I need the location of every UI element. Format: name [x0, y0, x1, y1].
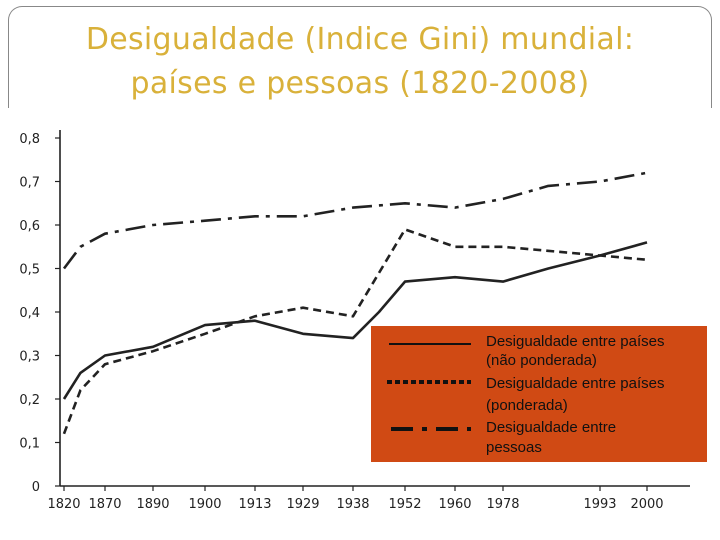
y-tick-label: 0,3	[19, 350, 40, 365]
y-tick-label: 0,6	[19, 219, 40, 234]
x-tick-label: 1938	[336, 497, 369, 512]
series-line-pessoas	[62, 171, 648, 270]
legend-label-paises-nao-ponderada-2: (não ponderada)	[486, 352, 597, 369]
series-lines	[62, 171, 648, 435]
x-tick-label: 1952	[388, 497, 421, 512]
y-tick-label: 0,5	[19, 263, 40, 278]
x-tick-label: 1870	[88, 497, 121, 512]
y-axis: 0 0,1 0,2 0,3 0,4 0,5 0,6 0,7 0,8	[19, 130, 61, 495]
gini-line-chart: 0 0,1 0,2 0,3 0,4 0,5 0,6 0,7 0,8 1820 1870 1890 19…	[19, 130, 690, 512]
slide-title-frame	[8, 6, 712, 108]
series-line-paises-nao-ponderada	[62, 241, 648, 400]
x-tick-label: 1929	[286, 497, 319, 512]
x-tick-label: 1820	[47, 497, 80, 512]
x-tick-label: 1900	[188, 497, 221, 512]
x-tick-label: 2000	[630, 497, 663, 512]
y-tick-label: 0,2	[19, 393, 40, 408]
x-axis: 1820 1870 1890 1900 1913 1929 1938 1952 1960 1978…	[47, 485, 690, 512]
legend: Desigualdade entre países (não ponderada…	[371, 326, 707, 462]
y-tick-label: 0,8	[19, 132, 40, 147]
legend-label-paises-ponderada-2: (ponderada)	[486, 397, 568, 414]
x-tick-label: 1960	[438, 497, 471, 512]
x-tick-label: 1993	[583, 497, 616, 512]
legend-label-paises-ponderada-1: Desigualdade entre países	[486, 375, 665, 392]
y-tick-label: 0,7	[19, 176, 40, 191]
legend-label-pessoas-1: Desigualdade entre	[486, 419, 617, 436]
slide-title-line-1: Desigualdade (Indice Gini) mundial:	[85, 22, 635, 57]
x-tick-label: 1978	[486, 497, 519, 512]
legend-label-paises-nao-ponderada-1: Desigualdade entre países	[486, 333, 665, 350]
series-line-paises-ponderada	[62, 228, 648, 435]
legend-label-pessoas-2: pessoas	[486, 439, 542, 456]
y-tick-label: 0	[32, 480, 40, 495]
legend-swatches	[387, 343, 471, 431]
x-tick-label: 1890	[136, 497, 169, 512]
y-tick-label: 0,1	[19, 437, 40, 452]
slide-title-line-2: países e pessoas (1820-2008)	[130, 66, 590, 101]
x-tick-label: 1913	[238, 497, 271, 512]
y-tick-label: 0,4	[19, 306, 40, 321]
